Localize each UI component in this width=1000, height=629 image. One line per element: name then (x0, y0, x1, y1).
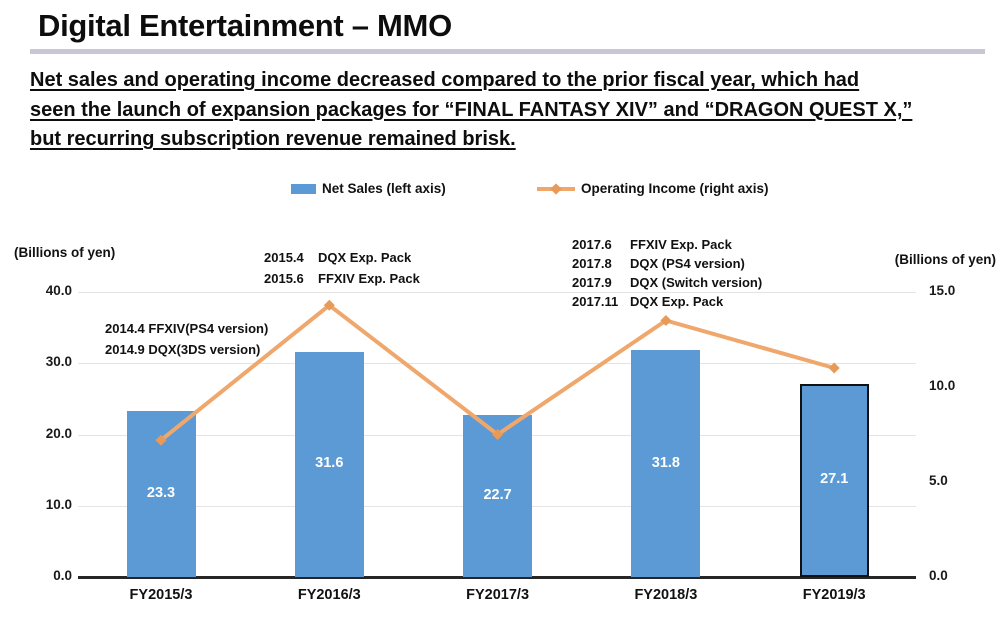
bar-FY2017/3 (463, 415, 533, 577)
x-axis-label: FY2015/3 (129, 587, 193, 603)
x-axis-label: FY2017/3 (466, 587, 530, 603)
x-axis-line (78, 576, 916, 579)
right-axis-tick: 0.0 (929, 568, 948, 583)
right-axis-tick: 10.0 (929, 378, 956, 393)
bar-value-label: 31.6 (315, 455, 344, 472)
left-axis-unit-label: (Billions of yen) (14, 245, 116, 260)
operating-income-swatch-icon (537, 182, 575, 195)
annotation-row: 2017.8 DQX (PS4 version) (572, 256, 745, 271)
annotation-block: 2017.6 FFXIV Exp. Pack 2017.8 DQX (PS4 vers… (572, 235, 762, 311)
annotation-block: 2015.4 DQX Exp. Pack 2015.6 FFXIV Exp. Pack (264, 247, 420, 289)
bar-value-label: 31.8 (651, 454, 680, 471)
legend-net-sales-label: Net Sales (left axis) (322, 181, 446, 196)
legend-operating-income-label: Operating Income (right axis) (581, 181, 769, 196)
bar-value-label: 27.1 (820, 471, 849, 488)
right-axis-tick: 5.0 (929, 473, 948, 488)
diamond-marker-icon (323, 299, 335, 311)
x-axis-label: FY2019/3 (802, 587, 866, 603)
right-axis-tick: 15.0 (929, 283, 956, 298)
subtitle: Net sales and operating income decreased… (30, 66, 912, 155)
annotation-date: 2017.11 (572, 294, 619, 309)
legend-item-operating-income: Operating Income (right axis) (537, 181, 769, 196)
gridline (78, 363, 916, 365)
legend-item-net-sales: Net Sales (left axis) (291, 181, 446, 196)
annotation-date: 2015.6 (264, 271, 304, 286)
left-axis-tick: 20.0 (45, 425, 72, 441)
annotation-row: 2014.9 DQX(3DS version) (105, 342, 261, 357)
bar-value-label: 23.3 (146, 484, 176, 501)
bar-value-label: 22.7 (483, 487, 512, 504)
x-axis-label: FY2018/3 (634, 587, 698, 603)
annotation-date: 2017.6 (572, 237, 612, 252)
subtitle-line-3: but recurring subscription revenue remai… (30, 128, 516, 150)
annotation-row: 2017.11 DQX Exp. Pack (572, 294, 724, 309)
subtitle-line-1: Net sales and operating income decreased… (30, 69, 860, 91)
right-axis-unit-label: (Billions of yen) (894, 252, 996, 267)
net-sales-swatch-icon (291, 183, 316, 194)
diamond-marker-icon (660, 315, 672, 326)
page-title: Digital Entertainment – MMO (38, 8, 452, 43)
annotation-row: 2014.4 FFXIV(PS4 version) (105, 321, 269, 336)
x-axis-label: FY2016/3 (297, 587, 361, 603)
annotation-date: 2017.9 (572, 275, 612, 290)
title-underline-bar (30, 49, 985, 54)
gridline (78, 292, 916, 293)
annotation-date: 2015.4 (264, 250, 304, 265)
annotation-date: 2017.8 (572, 256, 612, 271)
left-axis-tick: 30.0 (45, 354, 72, 370)
annotation-row: 2017.6 FFXIV Exp. Pack (572, 237, 732, 252)
annotation-row: 2015.4 DQX Exp. Pack (264, 247, 420, 268)
annotation-block: 2014.4 FFXIV(PS4 version) 2014.9 DQX(3DS … (105, 318, 268, 360)
subtitle-line-2: seen the launch of expansion packages fo… (30, 98, 913, 121)
left-axis-tick: 40.0 (45, 283, 72, 298)
left-axis-tick: 0.0 (53, 568, 72, 583)
annotation-row: 2015.6 FFXIV Exp. Pack (264, 268, 420, 289)
annotation-row: 2017.9 DQX (Switch version) (572, 275, 763, 290)
left-axis-tick: 10.0 (45, 496, 72, 512)
